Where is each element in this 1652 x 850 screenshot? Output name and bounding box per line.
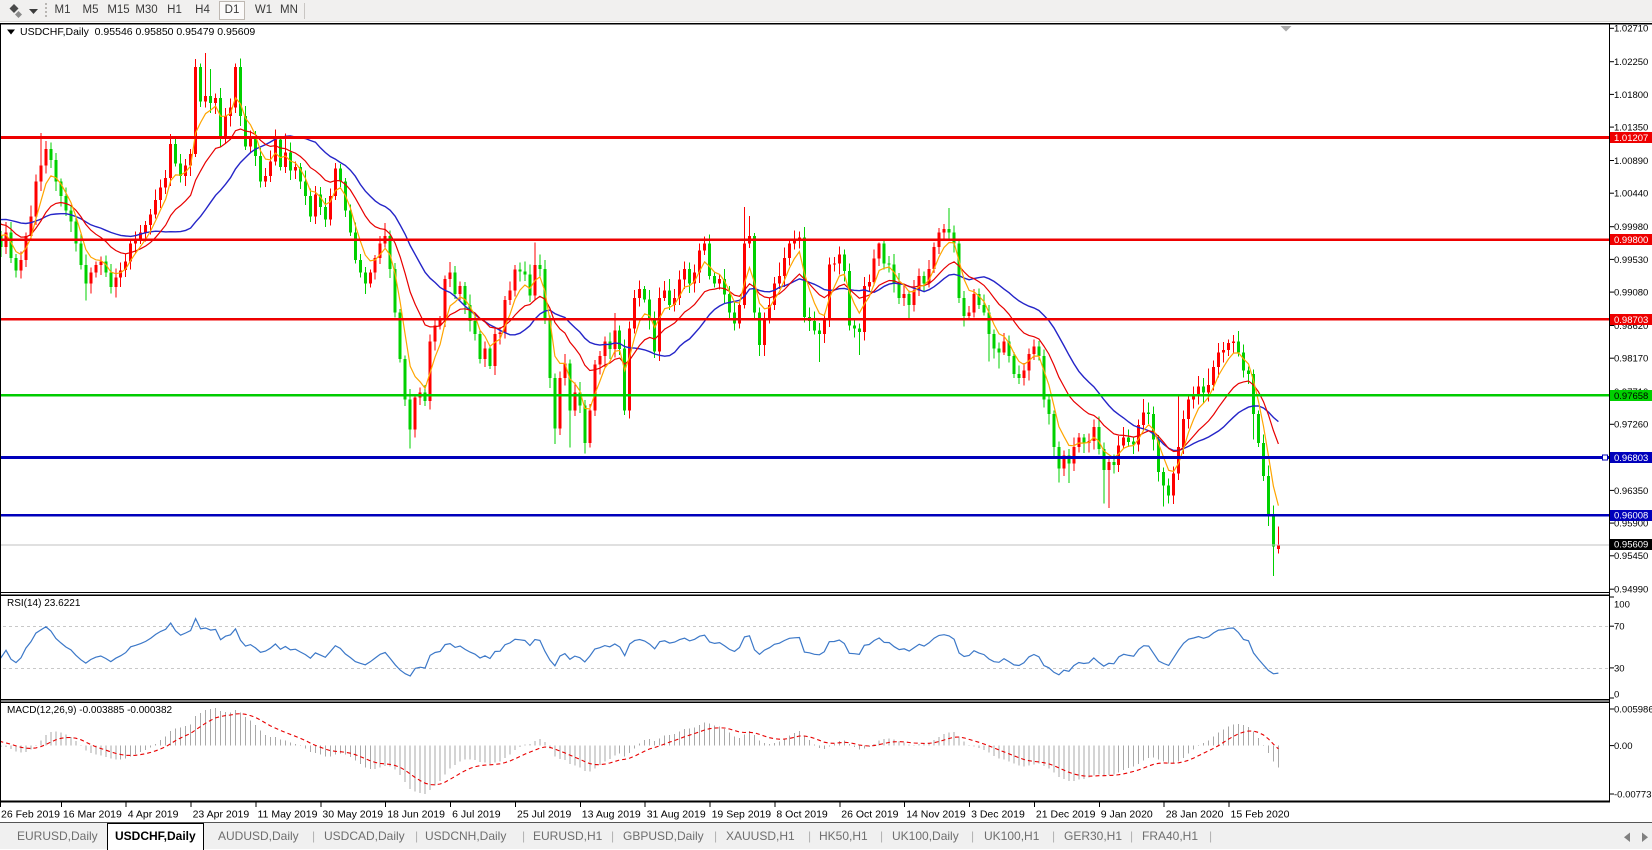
svg-text:0.97658: 0.97658 (1614, 391, 1648, 402)
svg-text:0.96803: 0.96803 (1614, 453, 1648, 464)
svg-text:0.95609: 0.95609 (1614, 540, 1648, 551)
svg-text:9 Jan 2020: 9 Jan 2020 (1101, 809, 1153, 821)
svg-text:0.99530: 0.99530 (1614, 255, 1648, 266)
svg-text:RSI(14) 23.6221: RSI(14) 23.6221 (7, 598, 81, 609)
svg-text:4 Apr 2019: 4 Apr 2019 (128, 809, 179, 821)
svg-text:1.01207: 1.01207 (1614, 133, 1648, 144)
svg-text:0.00: 0.00 (1614, 741, 1633, 752)
svg-text:26 Feb 2019: 26 Feb 2019 (1, 809, 60, 821)
svg-text:16 Mar 2019: 16 Mar 2019 (63, 809, 122, 821)
svg-text:0.96350: 0.96350 (1614, 486, 1648, 497)
svg-text:1.01350: 1.01350 (1614, 123, 1648, 134)
svg-text:0.99980: 0.99980 (1614, 222, 1648, 233)
svg-text:0.95450: 0.95450 (1614, 551, 1648, 562)
svg-text:0.99800: 0.99800 (1614, 235, 1648, 246)
svg-text:1.01800: 1.01800 (1614, 90, 1648, 101)
svg-text:0.96008: 0.96008 (1614, 511, 1648, 522)
svg-text:0.99080: 0.99080 (1614, 288, 1648, 299)
svg-text:0.98170: 0.98170 (1614, 354, 1648, 365)
svg-text:8 Oct 2019: 8 Oct 2019 (776, 809, 828, 821)
svg-text:28 Jan 2020: 28 Jan 2020 (1166, 809, 1224, 821)
svg-text:13 Aug 2019: 13 Aug 2019 (582, 809, 641, 821)
svg-text:21 Dec 2019: 21 Dec 2019 (1036, 809, 1096, 821)
svg-text:30 May 2019: 30 May 2019 (322, 809, 383, 821)
svg-text:1.02710: 1.02710 (1614, 24, 1648, 35)
svg-text:26 Oct 2019: 26 Oct 2019 (841, 809, 898, 821)
svg-text:18 Jun 2019: 18 Jun 2019 (387, 809, 445, 821)
svg-text:0.97260: 0.97260 (1614, 420, 1648, 431)
svg-text:25 Jul 2019: 25 Jul 2019 (517, 809, 571, 821)
svg-text:0: 0 (1614, 689, 1619, 700)
svg-text:0.94990: 0.94990 (1614, 585, 1648, 596)
svg-text:11 May 2019: 11 May 2019 (258, 809, 318, 821)
svg-text:USDCHF,Daily 0.95546 0.95850: USDCHF,Daily 0.95546 0.95850 0.95479 0.9… (20, 26, 255, 38)
svg-text:MACD(12,26,9) -0.003885 -0.000: MACD(12,26,9) -0.003885 -0.000382 (7, 705, 173, 716)
svg-text:30: 30 (1614, 663, 1625, 674)
svg-text:15 Feb 2020: 15 Feb 2020 (1231, 809, 1290, 821)
svg-text:6 Jul 2019: 6 Jul 2019 (452, 809, 501, 821)
svg-text:1.00440: 1.00440 (1614, 189, 1648, 200)
svg-text:1.02250: 1.02250 (1614, 57, 1648, 68)
svg-text:23 Apr 2019: 23 Apr 2019 (193, 809, 250, 821)
svg-text:100: 100 (1614, 599, 1630, 610)
svg-text:14 Nov 2019: 14 Nov 2019 (906, 809, 966, 821)
svg-text:0.98703: 0.98703 (1614, 315, 1648, 326)
svg-text:1.00890: 1.00890 (1614, 156, 1648, 167)
svg-text:70: 70 (1614, 622, 1625, 633)
svg-text:31 Aug 2019: 31 Aug 2019 (647, 809, 706, 821)
svg-text:0.95900: 0.95900 (1614, 519, 1648, 530)
svg-text:-0.007737: -0.007737 (1614, 789, 1652, 800)
svg-text:0.98620: 0.98620 (1614, 321, 1648, 332)
svg-text:0.005986: 0.005986 (1614, 704, 1652, 715)
svg-text:19 Sep 2019: 19 Sep 2019 (712, 809, 772, 821)
svg-text:3 Dec 2019: 3 Dec 2019 (971, 809, 1025, 821)
